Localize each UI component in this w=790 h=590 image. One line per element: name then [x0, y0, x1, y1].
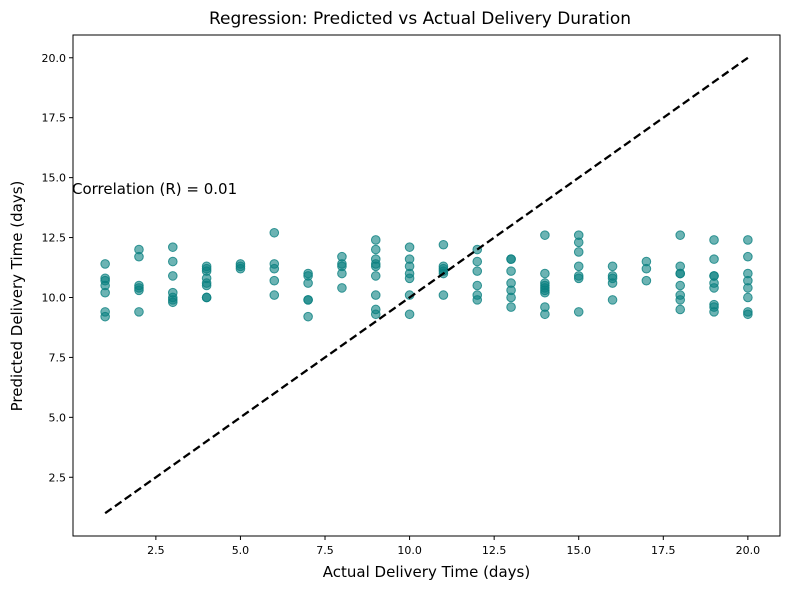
scatter-point: [134, 307, 144, 317]
scatter-point: [438, 239, 449, 250]
scatter-point: [506, 292, 516, 303]
x-tick-label: 2.5: [147, 544, 165, 557]
scatter-point: [100, 311, 110, 322]
scatter-point: [709, 235, 719, 245]
scatter-point: [607, 278, 618, 288]
y-tick-label: 12.5: [42, 232, 67, 245]
points-layer: [100, 227, 753, 322]
scatter-point: [303, 295, 313, 305]
scatter-point: [675, 230, 686, 240]
scatter-point: [743, 251, 753, 262]
plot-frame: [72, 34, 781, 537]
scatter-point: [743, 309, 753, 320]
scatter-point: [675, 295, 686, 305]
scatter-point: [472, 256, 483, 267]
scatter-point: [303, 311, 313, 322]
scatter-point: [134, 285, 144, 296]
scatter-point: [337, 283, 347, 293]
scatter-point: [167, 297, 178, 308]
scatter-point: [607, 295, 618, 305]
scatter-point: [134, 251, 144, 262]
x-axis-label: Actual Delivery Time (days): [323, 563, 530, 581]
scatter-point: [709, 283, 719, 293]
scatter-point: [235, 263, 246, 274]
scatter-point: [540, 309, 550, 320]
scatter-point: [370, 235, 381, 245]
x-tick-label: 15.0: [566, 544, 591, 557]
scatter-point: [675, 304, 686, 315]
scatter-point: [269, 290, 280, 300]
scatter-point: [607, 261, 618, 272]
scatter-point: [404, 273, 415, 284]
y-tick-label: 7.5: [49, 351, 67, 364]
scatter-point: [472, 266, 483, 276]
scatter-point: [269, 263, 280, 274]
scatter-point: [167, 242, 178, 252]
scatter-point: [540, 230, 550, 240]
y-tick-label: 2.5: [49, 471, 67, 484]
y-axis-label: Predicted Delivery Time (days): [8, 181, 26, 412]
chart-title: Regression: Predicted vs Actual Delivery…: [209, 9, 631, 29]
scatter-point: [438, 290, 449, 300]
y-tick-label: 20.0: [42, 52, 67, 65]
scatter-point: [370, 244, 381, 255]
scatter-point: [641, 263, 652, 274]
scatter-point: [675, 280, 686, 291]
scatter-point: [743, 235, 753, 245]
scatter-point: [743, 292, 753, 303]
scatter-point: [675, 268, 686, 279]
scatter-point: [370, 261, 381, 272]
scatter-point: [709, 307, 719, 317]
correlation-annotation: Correlation (R) = 0.01: [72, 180, 237, 198]
scatter-point: [201, 280, 212, 291]
scatter-point: [472, 295, 483, 305]
scatter-point: [167, 271, 178, 281]
scatter-point: [472, 280, 483, 291]
scatter-point: [100, 287, 110, 298]
x-tick-label: 7.5: [316, 544, 334, 557]
y-tick-label: 15.0: [42, 172, 67, 185]
scatter-point: [201, 292, 212, 303]
y-tick-label: 10.0: [42, 291, 67, 304]
scatter-point: [709, 254, 719, 264]
x-tick-label: 5.0: [232, 544, 250, 557]
x-tick-label: 10.0: [397, 544, 422, 557]
scatter-point: [506, 254, 516, 264]
scatter-point: [269, 227, 280, 238]
scatter-point: [540, 287, 550, 298]
scatter-point: [573, 237, 584, 248]
scatter-point: [100, 259, 110, 269]
y-tick-label: 17.5: [42, 112, 67, 125]
scatter-point: [573, 307, 584, 317]
scatter-point: [370, 290, 381, 300]
x-tick-label: 17.5: [651, 544, 676, 557]
x-tick-label: 12.5: [482, 544, 507, 557]
scatter-point: [167, 256, 178, 267]
scatter-point: [370, 271, 381, 281]
scatter-point: [337, 268, 347, 279]
scatter-point: [370, 309, 381, 320]
scatter-point: [404, 309, 415, 320]
scatter-point: [641, 275, 652, 286]
scatter-point: [540, 268, 550, 279]
scatter-point: [506, 266, 516, 276]
scatter-point: [404, 242, 415, 252]
scatter-point: [573, 247, 584, 257]
scatter-point: [303, 278, 313, 288]
scatter-point: [506, 302, 516, 312]
scatter-point: [573, 261, 584, 272]
scatter-point: [573, 273, 584, 284]
y-axis-ticks: 2.5 5.0 7.5 10.0 12.5 15.0 17.5 20.0: [42, 52, 73, 484]
scatter-point: [269, 275, 280, 286]
scatter-point: [743, 283, 753, 293]
x-axis-ticks: 2.5 5.0 7.5 10.0 12.5 15.0 17.5 20.0: [147, 536, 760, 557]
y-tick-label: 5.0: [49, 411, 67, 424]
x-tick-label: 20.0: [736, 544, 761, 557]
